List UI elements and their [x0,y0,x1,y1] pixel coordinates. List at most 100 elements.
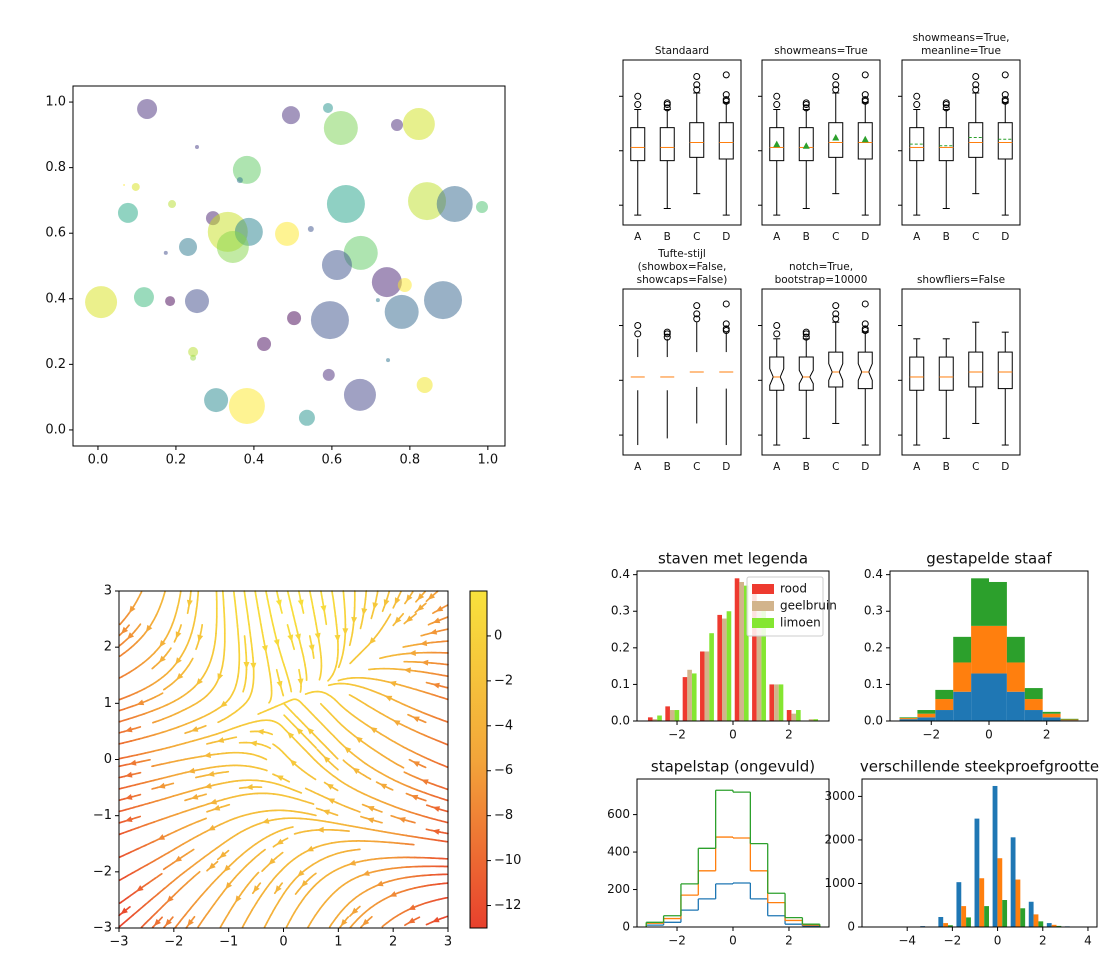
streamline [336,911,341,918]
streamline [408,811,416,814]
category-label: B [803,461,810,473]
stream-arrow [352,768,359,774]
streamline [121,757,129,759]
streamline [322,724,328,730]
streamline [440,787,448,790]
streamline [189,659,193,666]
streamline [282,864,288,870]
panel-title: bootstrap=10000 [775,274,868,286]
bar [717,615,722,721]
streamline [217,731,225,734]
streamline [178,773,186,775]
bar [769,684,774,721]
streamline [165,631,169,638]
y-tick-label: 0.2 [611,640,630,654]
streamline [138,782,146,784]
streamline [301,819,309,820]
bar-segment [971,673,989,721]
streamline [373,709,380,713]
streamline [153,722,156,723]
streamline [271,616,273,624]
streamline [284,887,289,894]
streamline [333,823,341,825]
streamline [339,658,342,666]
stream-arrow [137,699,145,705]
streamline [156,719,164,722]
streamline [179,724,187,727]
streamline [416,690,424,692]
streamline [160,705,168,708]
streamline [257,599,258,607]
streamline [138,592,142,599]
category-label: D [722,461,730,473]
bubble [179,238,197,256]
bar [683,677,688,721]
bar-segment [917,710,935,714]
streamline [283,700,291,703]
streamline [294,906,298,913]
stream-arrow [235,895,241,902]
streamline [198,832,205,836]
streamline [130,784,138,786]
x-tick-label: 0.0 [88,453,109,468]
streamline [122,696,130,699]
bar-segment [953,637,971,663]
streamline [280,725,286,731]
streamline [328,854,336,857]
bar [692,673,697,721]
streamline [276,703,284,706]
x-tick-label: 2 [785,728,793,742]
streamline [220,920,224,927]
streamline [163,730,171,733]
streamline [246,670,247,678]
streamline [387,591,390,599]
streamline [251,812,259,814]
streamline [139,825,147,828]
flier [833,74,839,80]
streamline [423,885,431,886]
y-tick-label: −2 [93,864,112,879]
streamline [243,885,248,892]
streamline [244,591,245,599]
streamline [387,918,394,923]
streamline [232,726,240,729]
streamline [236,854,242,859]
bar [1034,914,1039,927]
streamline [421,635,424,636]
bubble [437,186,473,222]
streamline [146,780,154,782]
streamline [385,803,393,806]
streamline [155,693,162,697]
bar-segment [971,626,989,674]
streamline [256,896,261,903]
streamline [277,829,285,832]
streamline [334,867,341,871]
x-tick-label: 3 [444,935,452,950]
bar [779,684,784,721]
streamline [316,718,322,724]
streamline [325,616,326,624]
streamline [347,711,354,716]
bar-segment [1007,692,1025,721]
streamline [369,669,375,670]
streamline [264,720,272,721]
streamline [205,666,209,673]
streamline [278,747,284,753]
streamline [354,654,360,660]
streamline [255,591,257,599]
streamline [285,827,293,829]
streamline [319,674,320,679]
box [969,123,983,158]
streamline [159,675,166,680]
bar [774,684,779,721]
stream-arrow [362,870,370,876]
streamline [406,836,414,837]
box [660,128,674,161]
streamline [344,850,352,852]
bar [966,917,971,927]
streamline [231,834,238,838]
panel-title: notch=True, [789,261,853,273]
streamline [179,591,181,599]
streamline [304,892,309,899]
